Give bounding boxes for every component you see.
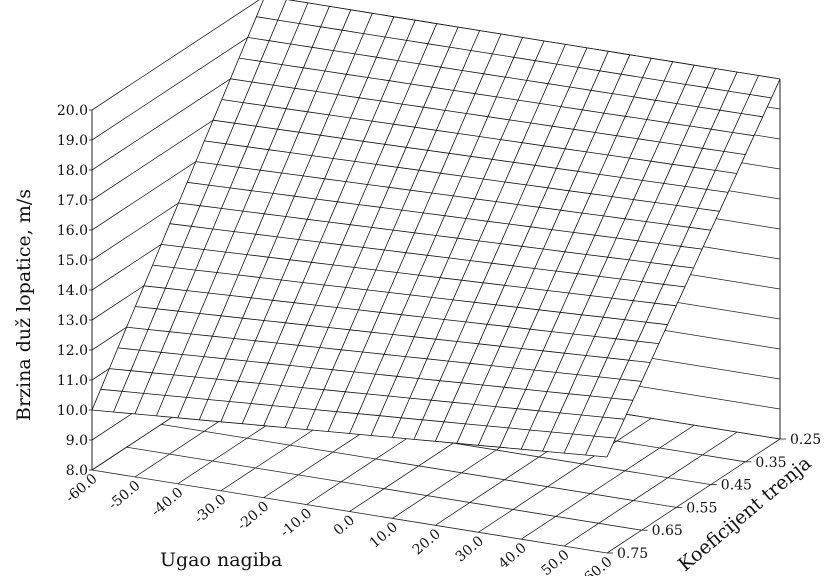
surface-line [349, 37, 523, 434]
surface-line [327, 33, 502, 432]
surface-line [585, 75, 759, 456]
surface-line [456, 54, 631, 444]
z-axis-title: Brzina duž lopatice, m/s [13, 189, 35, 421]
z-tick-label: 13.0 [57, 313, 88, 329]
floor-gridline [161, 424, 677, 508]
x-tick-label: 40.0 [496, 540, 530, 572]
floor-gridline [563, 431, 738, 547]
z-tick-label: 9.0 [66, 433, 88, 449]
y-tick-label: 0.75 [617, 546, 648, 562]
y-tick-label: 0.65 [652, 523, 683, 539]
z-tick-label: 8.0 [66, 463, 88, 479]
surface-line [434, 51, 609, 442]
z-tick-label: 16.0 [57, 223, 88, 239]
surface-line [499, 61, 674, 448]
floor-gridline [606, 438, 781, 554]
x-tick-label: 0.0 [331, 512, 358, 539]
y-axis-ticks: 0.250.350.450.550.650.75 [607, 432, 821, 562]
x-tick-label: -50.0 [106, 478, 144, 513]
floor-gridline [91, 469, 608, 554]
surface-line [134, 2, 309, 415]
z-tick-label: 20.0 [57, 103, 88, 119]
z-tick-label: 14.0 [57, 283, 88, 299]
z-tick-label: 19.0 [57, 133, 88, 149]
x-tick-label: 10.0 [367, 519, 401, 551]
z-tick-label: 17.0 [57, 193, 88, 209]
surface-line [606, 78, 781, 458]
z-tick-label: 18.0 [57, 163, 88, 179]
surface-line [542, 68, 716, 452]
surface-line [113, 0, 287, 413]
z-tick-label: 11.0 [57, 373, 88, 389]
surface-line [413, 47, 588, 440]
surface-line [370, 40, 545, 436]
surface-line [263, 23, 438, 426]
surface-line [220, 16, 395, 422]
surface-line [156, 6, 330, 417]
surface-line [306, 30, 480, 430]
x-axis-title: Ugao nagiba [160, 549, 282, 571]
z-axis-ticks: 8.0 9.0 10.0 11.0 12.0 13.0 14.0 15.0 16.0 17.0 18… [57, 103, 92, 479]
surface-line [477, 58, 652, 446]
surface-line [198, 13, 373, 420]
y-tick-label: 0.45 [721, 478, 752, 494]
left-wall-gridline [91, 25, 266, 141]
x-axis-ticks: -60.0 -50.0 -40.0 -30.0 -20.0 -10.0 0.0 10.0 20.… [63, 471, 616, 576]
x-tick-label: -10.0 [277, 505, 315, 540]
y-tick-label: 0.25 [790, 432, 821, 448]
z-tick-label: 12.0 [57, 343, 88, 359]
surface-line [241, 20, 416, 424]
x-tick-label: 20.0 [410, 526, 444, 558]
surface-mesh [91, 0, 781, 458]
surface-line [284, 26, 459, 428]
x-tick-label: -40.0 [149, 485, 187, 520]
z-tick-label: 10.0 [57, 403, 88, 419]
x-tick-label: -30.0 [192, 492, 230, 527]
x-tick-label: 60.0 [581, 554, 615, 576]
y-tick-label: 0.35 [755, 455, 786, 471]
x-tick-label: 50.0 [539, 547, 573, 576]
surface-fill [92, 0, 780, 457]
surface-line [91, 0, 264, 411]
surface-line [563, 71, 738, 454]
floor-gridline [478, 417, 652, 533]
y-tick-label: 0.55 [686, 500, 717, 516]
x-tick-label: -20.0 [234, 499, 272, 534]
surface-line [392, 44, 566, 438]
floor-gridline [520, 424, 695, 540]
left-wall-gridline [91, 0, 260, 111]
surface-line [177, 9, 352, 418]
x-tick-label: 30.0 [453, 533, 487, 565]
surface-line [520, 65, 695, 450]
z-tick-label: 15.0 [57, 253, 88, 269]
floor-gridline [126, 446, 642, 531]
